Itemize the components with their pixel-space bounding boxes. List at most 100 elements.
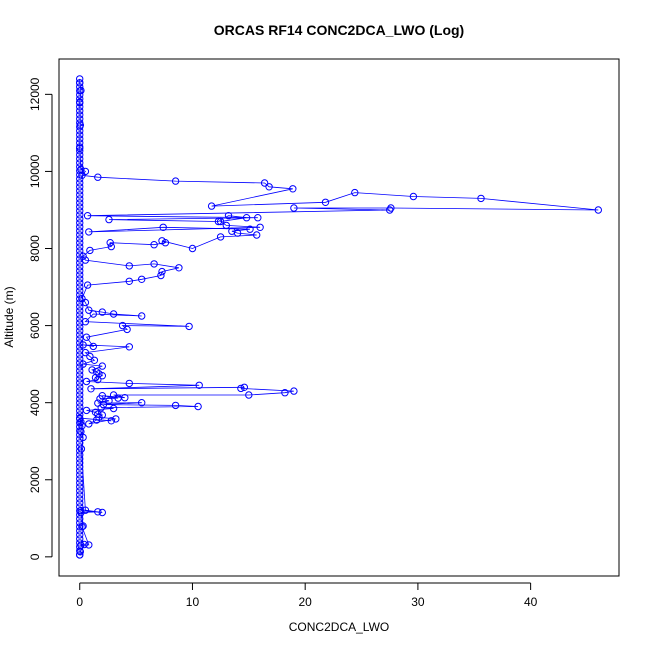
data-point (76, 183, 84, 191)
data-point (76, 371, 84, 379)
data-point (409, 192, 418, 201)
data-point (150, 260, 158, 268)
x-axis-label: CONC2DCA_LWO (289, 620, 389, 634)
data-point (254, 214, 262, 222)
data-point (98, 508, 107, 517)
data-point (76, 247, 84, 255)
data-point (207, 202, 216, 210)
data-point (290, 387, 298, 395)
data-point (76, 479, 84, 487)
data-point (81, 167, 90, 176)
data-point (76, 207, 84, 215)
data-point (224, 212, 233, 220)
data-point (109, 310, 118, 318)
data-point (289, 185, 297, 193)
data-point (76, 395, 84, 403)
data-point (76, 459, 84, 467)
data-point (76, 83, 84, 91)
data-point (76, 231, 84, 239)
data-point (76, 179, 84, 187)
data-point (76, 523, 84, 531)
data-point (109, 391, 118, 399)
data-point (81, 506, 90, 514)
data-point (76, 191, 84, 199)
data-point (76, 527, 84, 535)
data-point (76, 279, 84, 287)
data-point (98, 411, 107, 419)
data-point (171, 177, 180, 185)
data-point (76, 243, 84, 251)
x-tick-label: 40 (524, 595, 538, 609)
data-point (79, 341, 87, 349)
data-point (76, 463, 84, 471)
data-point (94, 410, 102, 418)
data-point (76, 251, 84, 259)
data-point (76, 139, 84, 147)
data-point (76, 311, 84, 319)
data-point (76, 375, 84, 383)
data-point (76, 135, 84, 143)
data-point (78, 422, 86, 430)
data-point (76, 551, 84, 559)
data-point (188, 244, 197, 253)
data-point (77, 508, 85, 517)
data-point (290, 204, 298, 212)
data-point (121, 394, 129, 402)
data-point (76, 499, 84, 507)
data-point (76, 219, 84, 227)
data-point (76, 107, 84, 115)
data-point (76, 263, 84, 271)
series-layer (76, 75, 602, 559)
data-point (76, 399, 84, 407)
data-point (98, 362, 107, 370)
data-point (94, 508, 102, 516)
data-point (477, 194, 485, 203)
data-point (76, 403, 84, 411)
data-point (83, 212, 92, 220)
data-point (76, 359, 84, 367)
data-point (76, 335, 84, 343)
data-point (81, 348, 90, 357)
data-point (253, 231, 261, 239)
data-point (76, 391, 84, 399)
data-point (76, 307, 84, 315)
data-point (150, 241, 158, 249)
x-axis: 0 10 20 30 40 (76, 582, 538, 609)
data-point (76, 271, 84, 279)
data-point (125, 277, 134, 285)
data-point (321, 198, 330, 207)
data-point (77, 445, 86, 453)
data-point (85, 420, 93, 428)
data-point (82, 333, 91, 341)
data-point (76, 95, 84, 103)
data-point (185, 322, 193, 331)
data-point (76, 483, 84, 491)
data-point (92, 368, 101, 376)
y-tick-label: 6000 (28, 312, 42, 339)
data-point (118, 321, 127, 330)
data-point (76, 121, 85, 129)
data-point (138, 399, 146, 407)
data-point (76, 215, 84, 223)
data-point (112, 415, 120, 423)
data-point (76, 299, 84, 307)
data-point (91, 408, 100, 416)
data-point (76, 291, 84, 299)
data-point (76, 327, 84, 335)
data-point (105, 215, 113, 224)
data-point (125, 262, 134, 270)
data-point (171, 401, 180, 410)
data-point (76, 287, 84, 295)
data-point (138, 275, 146, 283)
data-point (83, 281, 92, 289)
plot-area (58, 58, 620, 577)
data-point (76, 111, 84, 119)
data-point (175, 264, 183, 272)
data-point (222, 221, 231, 230)
data-point (109, 404, 118, 413)
data-point (76, 98, 84, 106)
data-point (89, 310, 98, 318)
data-point (105, 397, 113, 405)
data-point (195, 381, 203, 389)
